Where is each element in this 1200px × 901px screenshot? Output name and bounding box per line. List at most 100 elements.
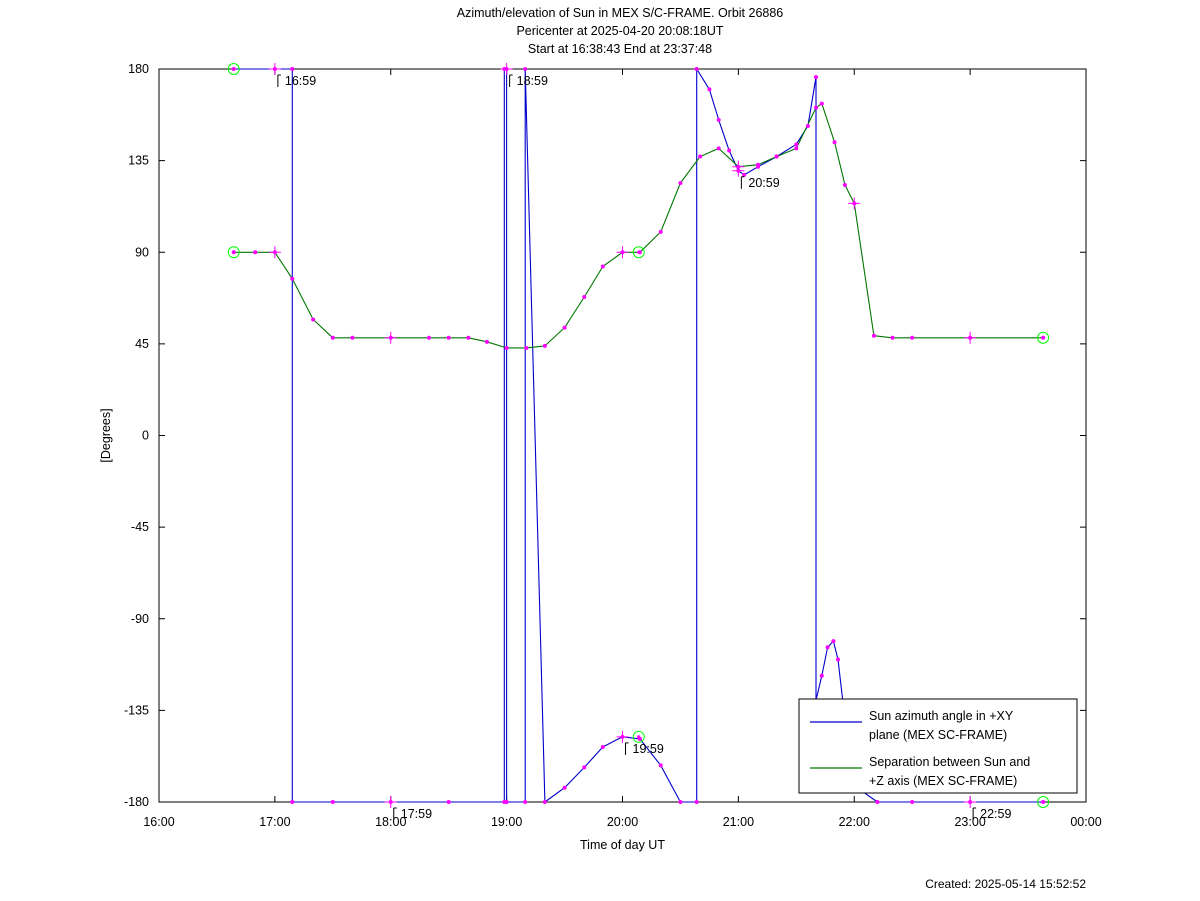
- series-azimuth-line: [233, 68, 1044, 803]
- separation-point: [890, 335, 895, 340]
- annotation-tick: [972, 807, 977, 820]
- x-tick-label: 00:00: [1070, 815, 1101, 829]
- annotation-label: 18:59: [517, 74, 548, 88]
- separation-point: [698, 154, 703, 159]
- x-tick-label: 19:00: [491, 815, 522, 829]
- plus-marker: [268, 246, 281, 259]
- separation-point: [504, 345, 509, 350]
- annotation-label: 19:59: [633, 742, 664, 756]
- x-tick-label: 22:00: [839, 815, 870, 829]
- azimuth-point: [825, 645, 830, 650]
- azimuth-point: [727, 148, 732, 153]
- azimuth-point: [523, 800, 528, 804]
- annotation-tick: [509, 74, 513, 87]
- separation-point: [542, 343, 547, 348]
- separation-point: [678, 181, 683, 186]
- azimuth-point: [805, 124, 810, 129]
- y-tick-label: 90: [135, 245, 149, 259]
- circle-marker-center: [232, 250, 236, 254]
- separation-point: [330, 335, 335, 340]
- plus-marker: [964, 331, 977, 344]
- azimuth-point: [678, 800, 683, 804]
- circle-marker: [227, 246, 240, 259]
- plus-marker: [268, 63, 281, 75]
- y-tick-label: -45: [131, 520, 149, 534]
- x-tick-label: 16:00: [143, 815, 174, 829]
- separation-point: [794, 146, 799, 151]
- circle-marker: [1037, 796, 1050, 808]
- y-tick-label: 135: [128, 154, 149, 168]
- y-tick-label: -180: [124, 795, 149, 809]
- azimuth-point: [716, 117, 721, 122]
- x-tick-label: 20:00: [607, 815, 638, 829]
- separation-point: [756, 162, 761, 167]
- circle-marker: [632, 730, 645, 743]
- separation-point: [562, 325, 567, 330]
- azimuth-point: [694, 67, 699, 71]
- legend-label: Separation between Sun and: [869, 755, 1030, 769]
- circle-marker-center: [232, 67, 236, 71]
- chart-title-line: Azimuth/elevation of Sun in MEX S/C-FRAM…: [457, 6, 784, 20]
- azimuth-point: [290, 800, 295, 804]
- separation-point: [350, 335, 355, 340]
- annotation-tick: [625, 742, 629, 755]
- azimuth-point: [523, 67, 528, 71]
- annotation-tick: [393, 807, 397, 820]
- separation-point: [466, 335, 471, 340]
- circle-marker-center: [637, 250, 641, 254]
- separation-point: [774, 154, 779, 159]
- separation-point: [819, 101, 824, 106]
- separation-point: [832, 140, 837, 145]
- plus-marker: [848, 197, 861, 210]
- separation-point: [600, 264, 605, 269]
- azimuth-point: [658, 763, 663, 768]
- separation-point: [524, 345, 529, 350]
- plot-frame: [158, 68, 1087, 803]
- legend-label: plane (MEX SC-FRAME): [869, 728, 1007, 742]
- azimuth-point: [819, 673, 824, 678]
- y-axis-label: [Degrees]: [99, 408, 113, 462]
- azimuth-point: [562, 785, 567, 790]
- separation-point: [842, 183, 847, 188]
- created-timestamp: Created: 2025-05-14 15:52:52: [925, 877, 1086, 891]
- x-tick-label: 17:00: [259, 815, 290, 829]
- separation-point: [716, 146, 721, 151]
- separation-point: [311, 317, 316, 322]
- y-tick-label: -135: [124, 703, 149, 717]
- x-tick-label: 21:00: [723, 815, 754, 829]
- chart-title-line: Start at 16:38:43 End at 23:37:48: [528, 42, 712, 56]
- chart-title-line: Pericenter at 2025-04-20 20:08:18UT: [516, 24, 723, 38]
- circle-marker-center: [1041, 336, 1045, 340]
- separation-point: [658, 229, 663, 234]
- separation-point: [484, 339, 489, 344]
- azimuth-point: [794, 142, 799, 147]
- separation-point: [910, 335, 915, 340]
- plus-marker: [616, 730, 629, 743]
- separation-point: [814, 105, 819, 110]
- y-tick-label: 0: [142, 429, 149, 443]
- azimuth-point: [814, 75, 819, 80]
- separation-point: [871, 333, 876, 338]
- azimuth-point: [290, 67, 295, 71]
- azimuth-point: [542, 800, 547, 804]
- plus-marker: [384, 331, 397, 344]
- azimuth-point: [875, 800, 880, 804]
- circle-marker: [632, 246, 645, 259]
- y-tick-label: -90: [131, 612, 149, 626]
- annotation-label: 22:59: [980, 807, 1011, 821]
- plus-marker: [616, 246, 629, 259]
- azimuth-point: [707, 87, 712, 92]
- legend-label: +Z axis (MEX SC-FRAME): [869, 774, 1017, 788]
- annotation-label: 17:59: [401, 807, 432, 821]
- annotation-label: 20:59: [748, 176, 779, 190]
- y-tick-label: 45: [135, 337, 149, 351]
- x-axis-label: Time of day UT: [580, 838, 665, 852]
- series-separation-line: [233, 103, 1044, 349]
- circle-marker: [1037, 331, 1050, 344]
- plus-marker: [732, 164, 745, 177]
- legend-box: [798, 698, 1078, 794]
- azimuth-point: [694, 800, 699, 804]
- azimuth-point: [330, 800, 335, 804]
- separation-point: [426, 335, 431, 340]
